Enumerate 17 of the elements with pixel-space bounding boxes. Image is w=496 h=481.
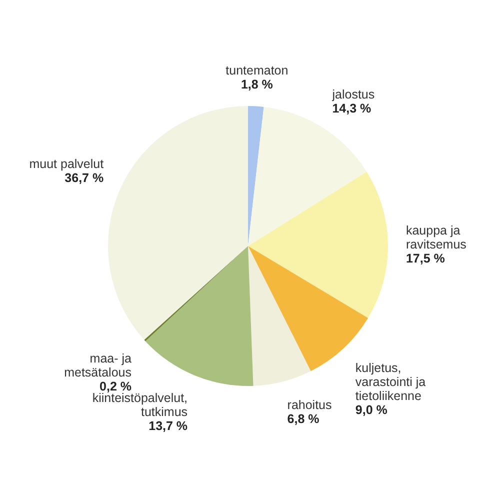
slice-label: tuntematon [226, 63, 288, 78]
data-label: 6,8 % [287, 412, 320, 426]
data-label: 1,8 % [240, 77, 273, 92]
data-label: 36,7 % [64, 170, 104, 185]
pie-slice [248, 106, 264, 246]
slice-label: muut palvelut [29, 156, 104, 171]
slice-label: kauppa ja ravitsemus [406, 224, 466, 252]
data-label: 14,3 % [332, 101, 372, 116]
pie-slice [248, 172, 388, 318]
data-label: 17,5 % [406, 252, 445, 266]
data-label: 9,0 % [355, 402, 388, 417]
slice-label: jalostus [331, 87, 375, 102]
slice-label: rahoitus [287, 398, 332, 412]
pie-slice [145, 246, 254, 386]
slice-label: kuljetus, varastointi ja tietoliikenne [355, 360, 426, 403]
slice-label: maa- ja metsätalous [64, 352, 132, 380]
data-label: 13,7 % [148, 418, 188, 433]
